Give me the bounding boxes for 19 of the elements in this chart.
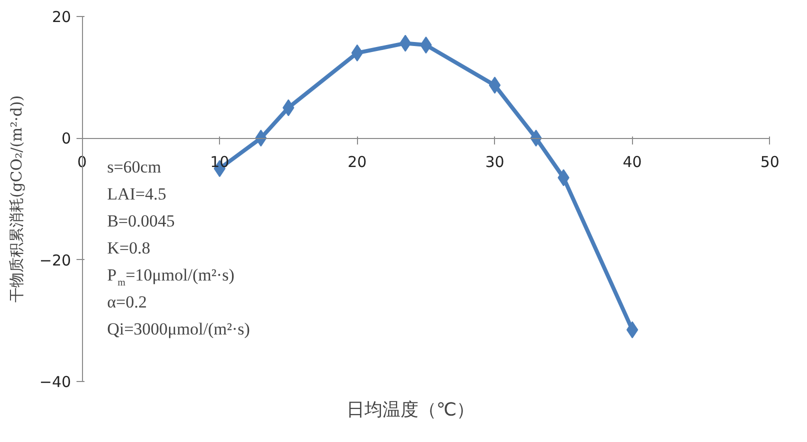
y-tick-label: −40 bbox=[39, 373, 72, 392]
y-tick-label: −20 bbox=[39, 251, 72, 270]
x-axis-title: 日均温度（℃） bbox=[346, 400, 475, 420]
point bbox=[488, 76, 501, 94]
annotation: s=60cm bbox=[107, 158, 162, 176]
y-tick-label: 0 bbox=[62, 130, 72, 148]
annotation: α=0.2 bbox=[107, 292, 147, 312]
x-tick-label: 30 bbox=[485, 153, 504, 172]
point bbox=[351, 44, 364, 62]
annotation: LAI=4.5 bbox=[107, 184, 166, 204]
annotation: B=0.0045 bbox=[107, 212, 175, 230]
x-tick-label: 40 bbox=[622, 153, 642, 172]
x-tick-label: 50 bbox=[760, 153, 780, 172]
y-tick-label: 20 bbox=[52, 8, 72, 26]
annotation: K=0.8 bbox=[107, 238, 150, 258]
point bbox=[626, 321, 638, 338]
y-axis-title: 干物质积累消耗(gCO₂/(m²·d)) bbox=[8, 95, 26, 303]
x-tick-label: 20 bbox=[348, 153, 367, 172]
annotation: Qi=3000μmol/(m²·s) bbox=[107, 320, 250, 338]
